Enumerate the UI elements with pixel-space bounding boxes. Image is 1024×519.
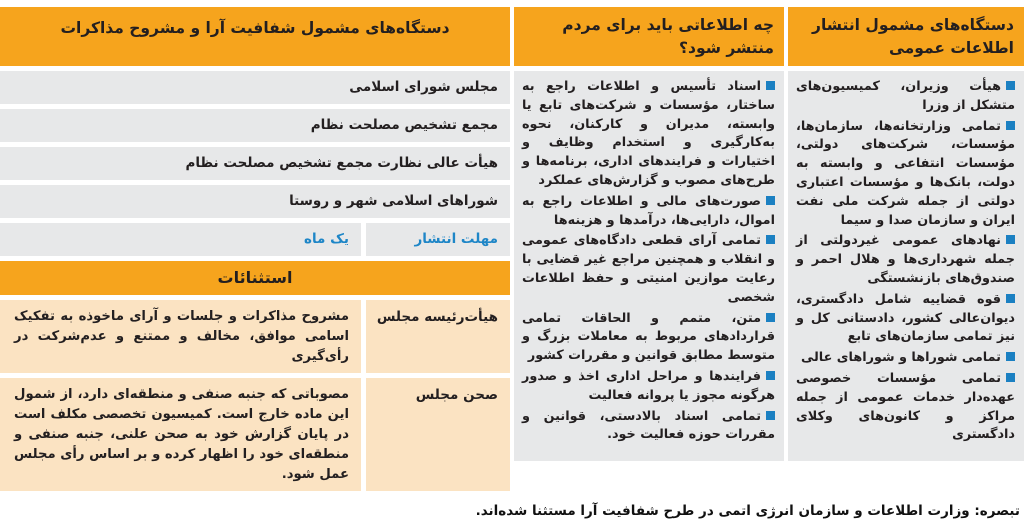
square-bullet-icon — [766, 410, 775, 420]
list-item-text: هیأت وزیران، کمیسیون‌های متشکل از وزرا — [796, 79, 1015, 113]
list-item-text: اسناد تأسیس و اطلاعات راجع به ساختار، مؤ… — [522, 79, 775, 188]
square-bullet-icon — [1006, 372, 1015, 382]
list-item: تمامی اسناد بالادستی، قوانین و مقررات حو… — [522, 408, 775, 446]
list-item: تمامی آرای قطعی دادگاه‌های عمومی و انقلا… — [522, 232, 775, 307]
publication-deadline-row: مهلت انتشار یک ماه — [0, 223, 510, 256]
list-item-text: تمامی مؤسسات خصوصی عهده‌دار خدمات عمومی … — [796, 370, 1015, 443]
list-item-text: تمامی شوراها و شوراهای عالی — [801, 350, 1001, 366]
exception-row: هیأت‌رئیسه مجلس مشروح مذاکرات و جلسات و … — [0, 300, 510, 374]
list-item: صورت‌های مالی و اطلاعات راجع به اموال، د… — [522, 193, 775, 231]
deadline-label: مهلت انتشار — [366, 223, 510, 256]
square-bullet-icon — [766, 312, 775, 322]
list-item-text: تمامی اسناد بالادستی، قوانین و مقررات حو… — [522, 408, 775, 443]
square-bullet-icon — [766, 195, 775, 205]
publishers-panel: هیأت وزیران، کمیسیون‌های متشکل از وزرا ت… — [788, 71, 1024, 461]
list-item: هیأت وزیران، کمیسیون‌های متشکل از وزرا — [796, 78, 1015, 116]
list-item-text: تمامی وزارتخانه‌ها، سازمان‌ها، مؤسسات، ش… — [796, 118, 1015, 228]
square-bullet-icon — [1006, 352, 1015, 362]
square-bullet-icon — [1006, 293, 1015, 303]
square-bullet-icon — [1006, 235, 1015, 245]
column-header-information: چه اطلاعاتی باید برای مردم منتشر شود؟ — [514, 7, 784, 66]
table-row: هیأت عالی نظارت مجمع تشخیص مصلحت نظام — [0, 147, 510, 180]
exception-label: هیأت‌رئیسه مجلس — [366, 300, 510, 374]
exception-text: مشروح مذاکرات و جلسات و آرای ماخوذه به ت… — [0, 300, 361, 374]
square-bullet-icon — [1006, 81, 1015, 90]
list-item: تمامی شوراها و شوراهای عالی — [796, 349, 1015, 368]
exception-row: صحن مجلس مصوباتی که جنبه صنفی و منطقه‌ای… — [0, 378, 510, 492]
square-bullet-icon — [766, 235, 775, 245]
list-item: تمامی وزارتخانه‌ها، سازمان‌ها، مؤسسات، ش… — [796, 118, 1015, 231]
exception-text: مصوباتی که جنبه صنفی و منطقه‌ای دارد، از… — [0, 378, 361, 492]
column-header-publishers: دستگاه‌های مشمول انتشار اطلاعات عمومی — [788, 7, 1024, 66]
list-item-text: نهادهای عمومی غیردولتی از جمله شهرداری‌ه… — [796, 233, 1015, 286]
list-item-text: صورت‌های مالی و اطلاعات راجع به اموال، د… — [522, 193, 775, 228]
column-public-info-publishers: دستگاه‌های مشمول انتشار اطلاعات عمومی هی… — [788, 7, 1024, 461]
list-item: متن، متمم و الحاقات تمامی قراردادهای مرب… — [522, 310, 775, 366]
list-item-text: قوه قضاییه شامل دادگستری، دیوان‌عالی کشو… — [796, 291, 1015, 345]
column-vote-transparency: دستگاه‌های مشمول شفافیت آرا و مشروح مذاک… — [0, 7, 510, 492]
column-header-vote-transparency: دستگاه‌های مشمول شفافیت آرا و مشروح مذاک… — [0, 7, 510, 66]
table-row: شوراهای اسلامی شهر و روستا — [0, 185, 510, 218]
columns-container: دستگاه‌های مشمول انتشار اطلاعات عمومی هی… — [0, 7, 1024, 492]
list-item-text: متن، متمم و الحاقات تمامی قراردادهای مرب… — [522, 310, 775, 364]
square-bullet-icon — [766, 81, 775, 90]
list-item: قوه قضاییه شامل دادگستری، دیوان‌عالی کشو… — [796, 291, 1015, 347]
square-bullet-icon — [1006, 120, 1015, 130]
square-bullet-icon — [766, 370, 775, 380]
deadline-value: یک ماه — [0, 223, 361, 256]
list-item: نهادهای عمومی غیردولتی از جمله شهرداری‌ه… — [796, 232, 1015, 288]
information-panel: اسناد تأسیس و اطلاعات راجع به ساختار، مؤ… — [514, 71, 784, 461]
exception-label: صحن مجلس — [366, 378, 510, 492]
exceptions-header: استثنائات — [0, 261, 510, 295]
list-item: فرایندها و مراحل اداری اخذ و صدور هرگونه… — [522, 368, 775, 406]
list-item-text: تمامی آرای قطعی دادگاه‌های عمومی و انقلا… — [522, 233, 775, 305]
table-row: مجلس شورای اسلامی — [0, 71, 510, 104]
list-item: اسناد تأسیس و اطلاعات راجع به ساختار، مؤ… — [522, 78, 775, 191]
column-information-to-publish: چه اطلاعاتی باید برای مردم منتشر شود؟ اس… — [514, 7, 784, 461]
table-row: مجمع تشخیص مصلحت نظام — [0, 109, 510, 142]
footnote: تبصره: وزارت اطلاعات و سازمان انرژی اتمی… — [475, 503, 1020, 519]
list-item-text: فرایندها و مراحل اداری اخذ و صدور هرگونه… — [522, 368, 775, 403]
list-item: تمامی مؤسسات خصوصی عهده‌دار خدمات عمومی … — [796, 370, 1015, 445]
